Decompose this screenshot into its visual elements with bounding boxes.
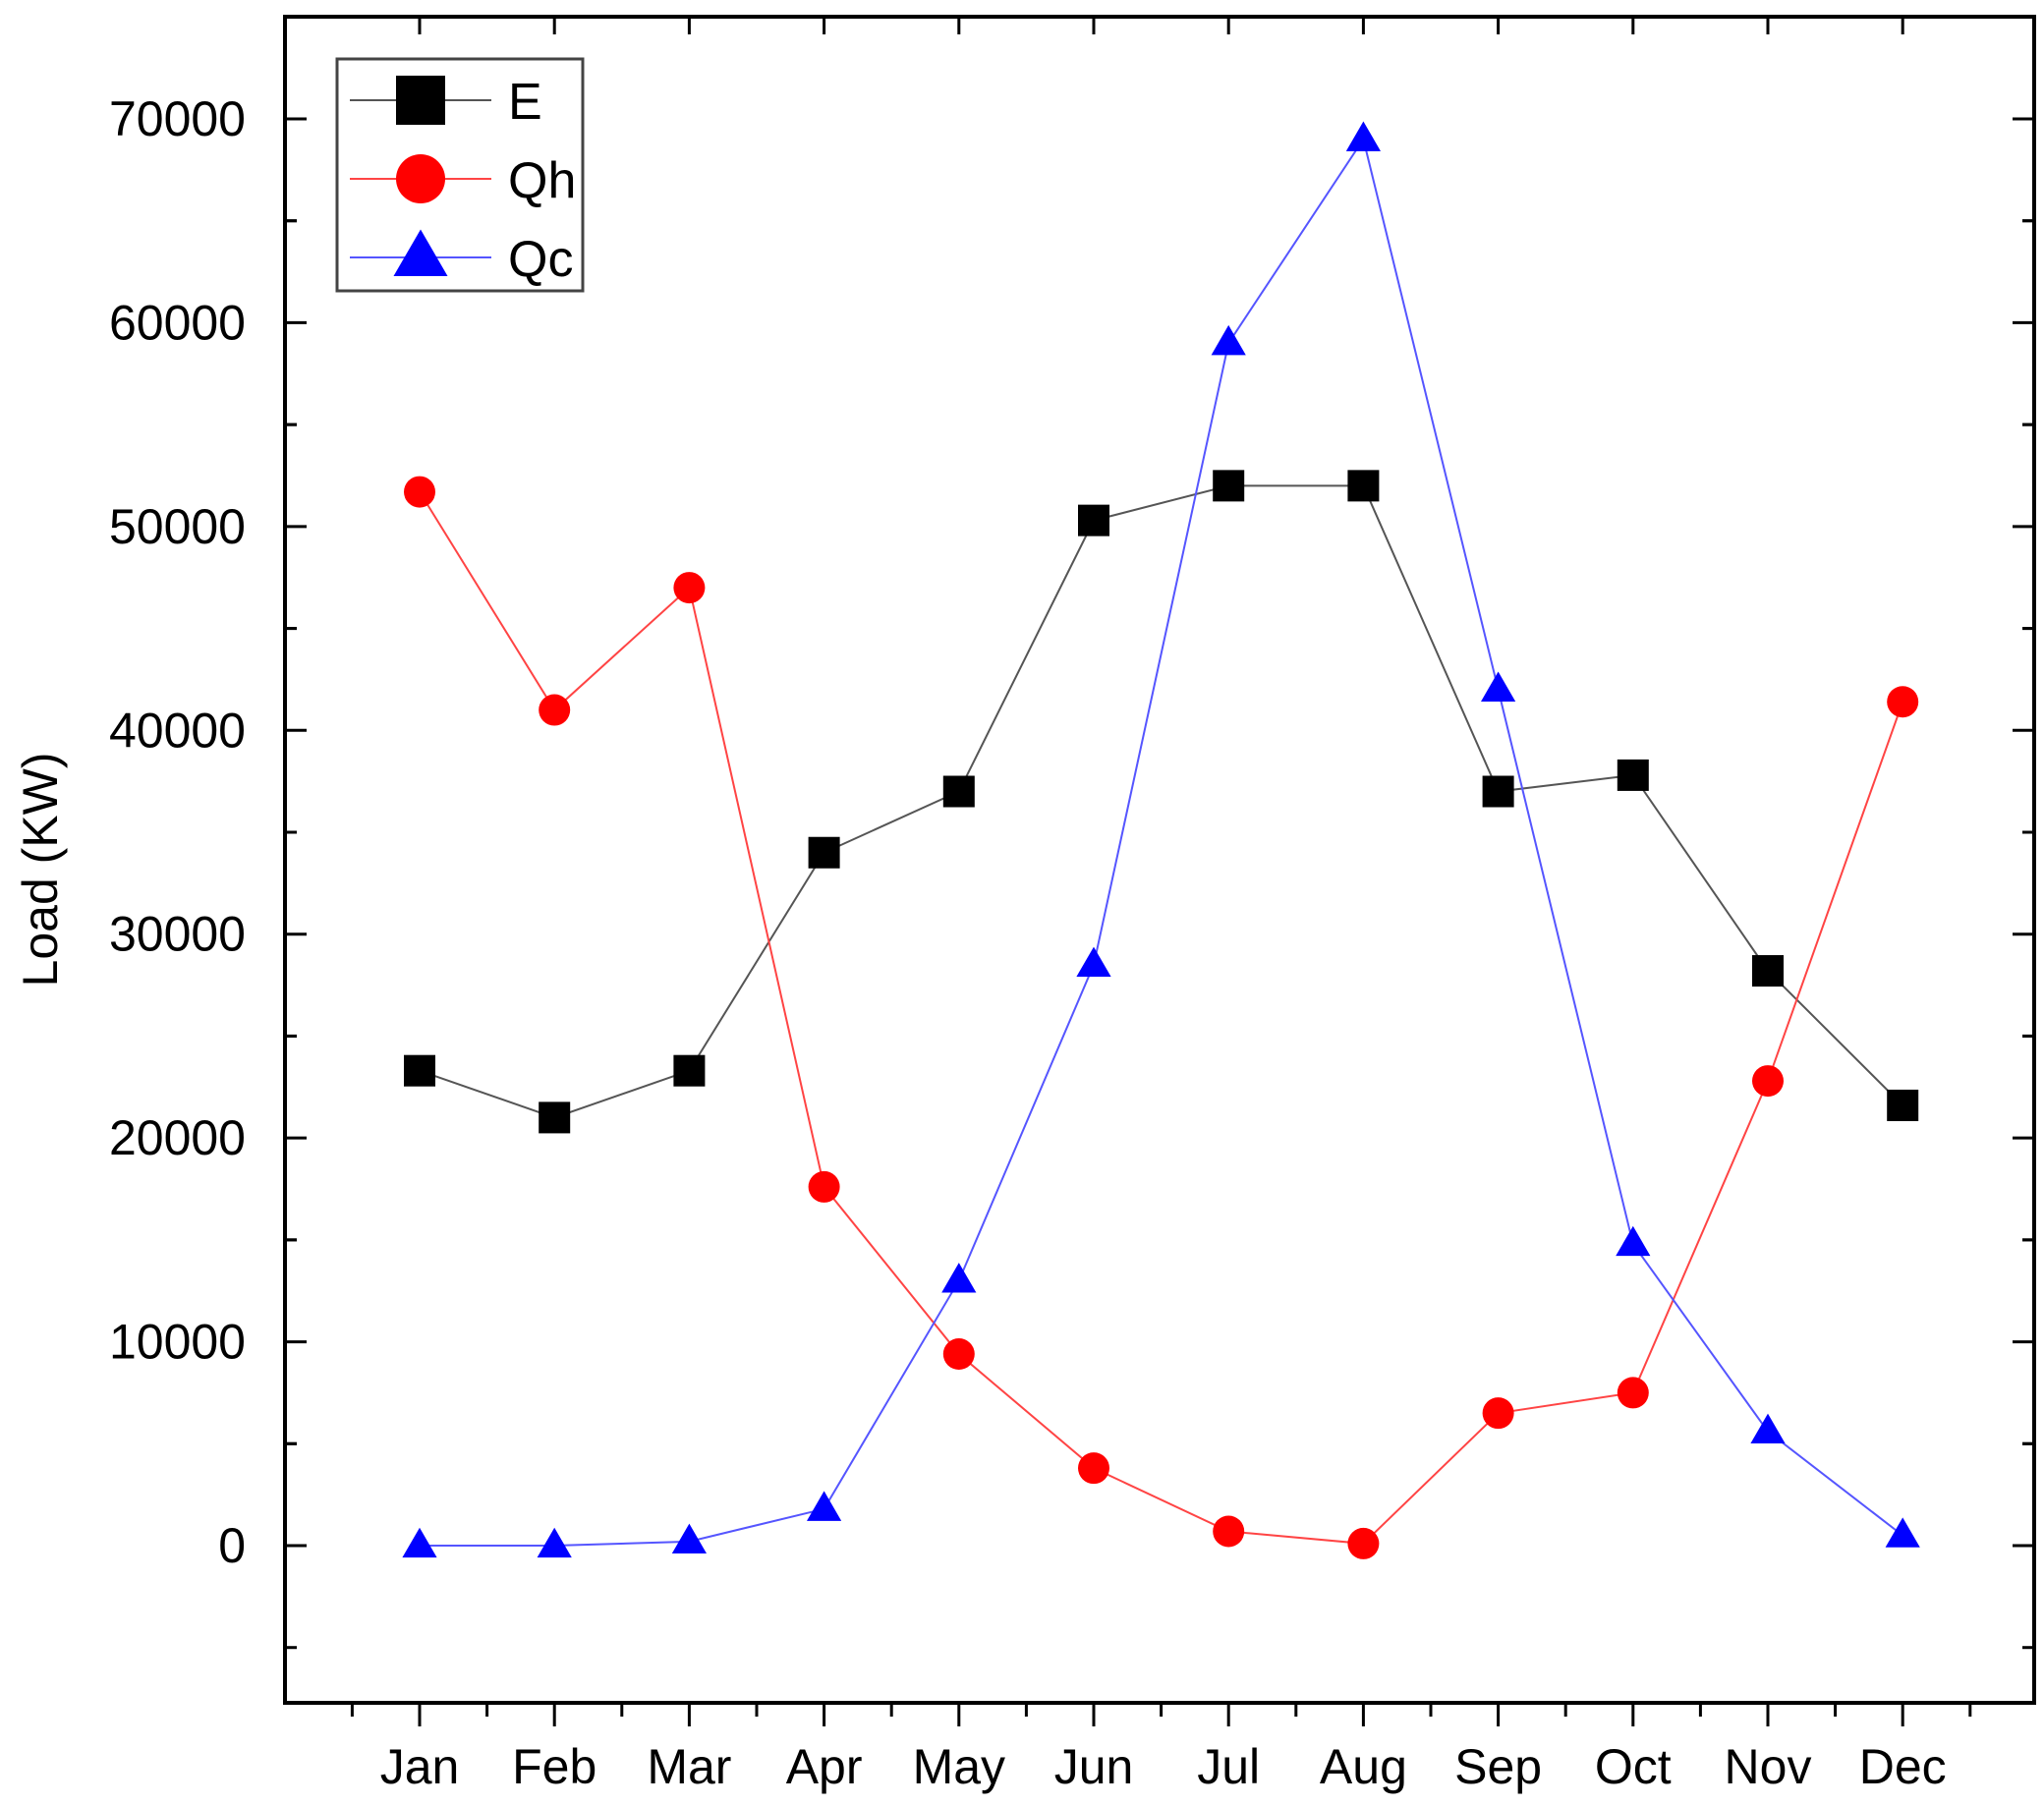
data-point-E-Nov [1752,955,1784,988]
data-point-E-Jan [404,1054,435,1087]
data-point-E-Dec [1887,1089,1919,1121]
data-point-Qh-Apr [808,1170,840,1203]
legend-item-E: E [350,74,542,131]
legend-label: Qh [508,152,576,209]
x-tick-labels: Jan Feb Mar Apr May Jun Jul Aug Sep Oct Nov Dec [380,1739,1947,1794]
data-point-Qc-Sep [1481,671,1516,702]
x-tick-label: Feb [512,1739,596,1794]
data-point-Qh-Jul [1213,1515,1245,1548]
legend-item-Qc: Qc [350,229,573,288]
data-point-Qh-Jan [404,476,435,508]
data-point-Qc-Mar [671,1523,707,1554]
plot-frame [283,15,2036,1705]
y-tick-label: 10000 [109,1315,246,1370]
legend-marker-triangle [393,229,448,276]
data-point-Qc-Jun [1076,946,1111,977]
series-line-E [419,484,1903,1119]
y-axis-title: Load (KW) [13,753,68,988]
data-point-Qc-Apr [807,1491,842,1521]
x-tick-label: Apr [786,1739,863,1794]
data-point-Qc-May [941,1263,977,1293]
data-point-Qc-Oct [1616,1225,1651,1257]
data-point-Qc-Jul [1211,324,1246,356]
data-point-Qc-Jan [402,1527,437,1558]
data-point-Qh-May [942,1338,975,1371]
data-point-E-May [942,775,975,808]
x-tick-label: Oct [1595,1739,1672,1794]
data-point-E-Feb [539,1101,571,1134]
x-tick-label: Jul [1197,1739,1260,1794]
series-Qh [404,476,1919,1559]
y-tick-label: 20000 [109,1110,246,1165]
axis-ticks [285,17,2034,1726]
series-line-Qc [420,137,1903,1547]
y-tick-label: 60000 [109,295,246,350]
y-tick-label: 0 [218,1518,246,1573]
data-point-Qc-Nov [1750,1413,1786,1443]
data-point-Qh-Jun [1078,1452,1109,1485]
x-tick-label: Jun [1054,1739,1134,1794]
x-tick-label: Dec [1859,1739,1947,1794]
legend-item-Qh: Qh [350,152,576,209]
y-tick-label: 40000 [109,703,246,758]
data-point-Qh-Feb [539,694,571,726]
data-point-E-Apr [808,836,840,869]
y-tick-label: 30000 [109,907,246,962]
data-point-E-Oct [1617,759,1649,791]
plot-area-border [283,15,2036,1705]
y-tick-label: 70000 [109,91,246,146]
x-tick-label: Aug [1320,1739,1407,1794]
data-point-Qh-Nov [1752,1065,1784,1098]
y-tick-labels: 0 10000 20000 30000 40000 50000 60000 70000 [109,91,246,1573]
legend: E Qh Qc [335,57,585,293]
x-tick-label: Sep [1454,1739,1542,1794]
data-point-E-Aug [1347,470,1380,502]
series-E [404,470,1919,1134]
data-point-Qh-Oct [1617,1377,1649,1409]
data-point-E-Sep [1482,775,1514,808]
data-point-Qc-Feb [537,1527,572,1558]
legend-label: E [508,74,542,131]
y-tick-label: 50000 [109,499,246,554]
series-layer [402,121,1920,1559]
x-tick-label: Mar [647,1739,731,1794]
legend-label: Qc [508,231,573,288]
x-tick-label: Nov [1725,1739,1812,1794]
series-Qc [402,121,1920,1558]
data-point-Qc-Aug [1345,121,1381,151]
series-line-Qh [419,491,1904,1545]
legend-marker-circle [396,154,445,203]
data-point-Qh-Sep [1482,1397,1514,1430]
data-point-Qh-Mar [673,572,706,604]
data-point-E-Mar [673,1054,706,1087]
x-tick-label: Jan [380,1739,460,1794]
legend-marker-square [396,76,445,125]
data-point-E-Jun [1078,504,1109,536]
data-point-E-Jul [1213,470,1245,502]
data-point-Qh-Dec [1887,686,1919,718]
x-tick-label: May [913,1739,1005,1794]
data-point-Qh-Aug [1347,1527,1380,1559]
legend-box [335,57,585,293]
data-point-Qc-Dec [1885,1517,1920,1548]
